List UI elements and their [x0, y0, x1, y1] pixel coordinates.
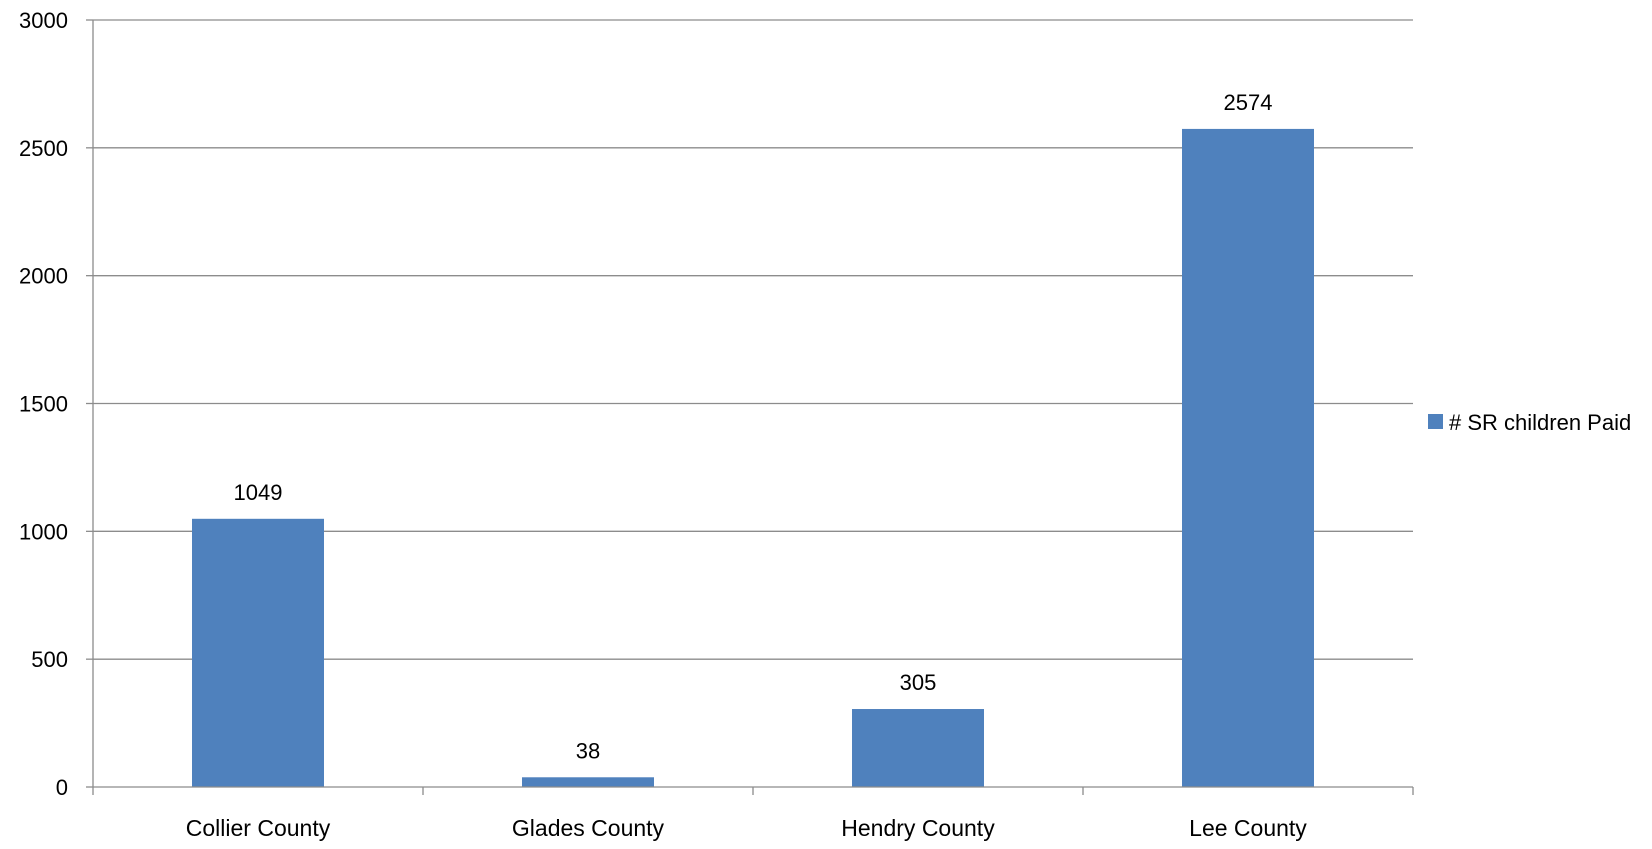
- bar: [522, 777, 654, 787]
- y-tick-label: 500: [31, 647, 68, 672]
- bar: [192, 518, 324, 787]
- legend-swatch: [1428, 414, 1443, 429]
- x-category-label: Lee County: [1189, 815, 1307, 841]
- y-tick-label: 2500: [19, 136, 68, 161]
- legend: # SR children Paid: [1428, 410, 1631, 435]
- data-label: 2574: [1224, 90, 1273, 115]
- bars: [192, 128, 1314, 787]
- y-tick-label: 3000: [19, 8, 68, 33]
- x-category-label: Collier County: [186, 815, 331, 841]
- legend-label: # SR children Paid: [1449, 410, 1631, 435]
- data-label: 38: [576, 738, 600, 763]
- x-axis: Collier County Glades County Hendry County…: [92, 786, 1414, 841]
- x-category-label: Hendry County: [841, 815, 995, 841]
- data-labels: 1049 38 305 2574: [234, 90, 1273, 763]
- y-tick-label: 0: [56, 775, 68, 800]
- bar: [852, 709, 984, 787]
- y-tick-label: 1000: [19, 519, 68, 544]
- data-label: 305: [900, 670, 937, 695]
- y-tick-label: 2000: [19, 264, 68, 289]
- bar: [1182, 128, 1314, 787]
- y-tick-label: 1500: [19, 392, 68, 417]
- data-label: 1049: [234, 480, 283, 505]
- x-category-label: Glades County: [512, 815, 665, 841]
- y-axis-ticks: 0 500 1000 1500 2000 2500 3000: [19, 8, 94, 800]
